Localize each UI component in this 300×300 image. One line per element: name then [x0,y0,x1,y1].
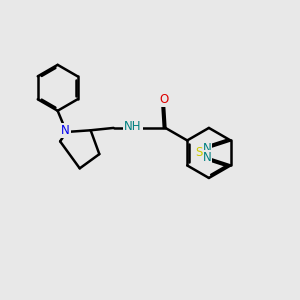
Text: S: S [196,146,203,159]
Text: N: N [202,151,211,164]
Text: NH: NH [124,120,142,133]
Text: O: O [159,93,169,106]
Text: N: N [61,124,70,137]
Text: N: N [202,142,211,155]
